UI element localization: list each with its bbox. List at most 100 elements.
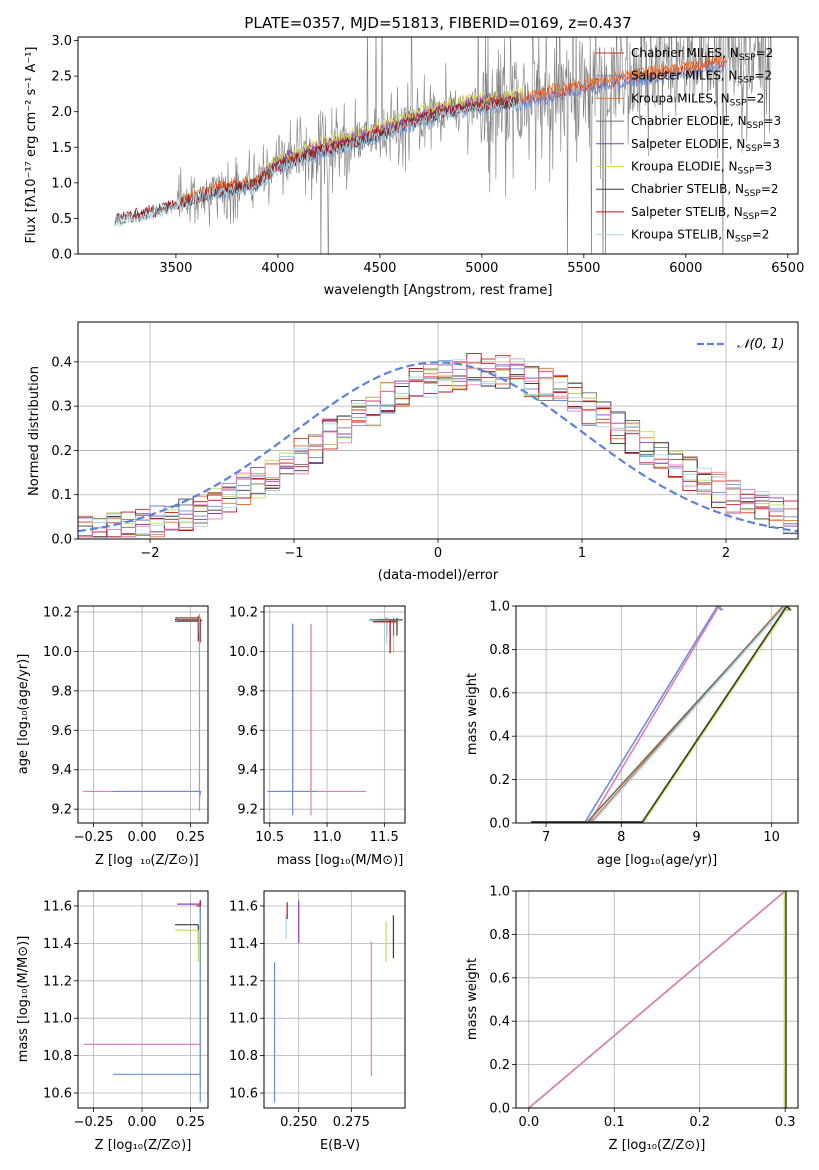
- y-tick-label: 1.5: [51, 141, 72, 156]
- cumulative-line: [531, 606, 788, 823]
- x-tick-label: 5000: [465, 261, 498, 276]
- cumulative-line: [531, 606, 793, 823]
- x-tick-label: −2: [140, 546, 159, 561]
- y-tick-label: 0.0: [51, 248, 72, 263]
- x-tick-label: 0.25: [176, 1115, 205, 1130]
- histogram-step: [78, 360, 798, 538]
- y-axis-label: mass weight: [465, 958, 480, 1040]
- y-tick-label: 11.6: [229, 899, 258, 914]
- y-axis-label: mass weight: [465, 673, 480, 755]
- x-axis-label-tail: ₁₀(Z/Z⊙)]: [140, 853, 199, 868]
- y-tick-label: 9.6: [51, 724, 72, 739]
- y-tick-label: 9.2: [51, 803, 72, 818]
- axes-frame: [77, 605, 209, 824]
- legend-entry: Salpeter MILES, NSSP=2: [631, 69, 772, 86]
- plot-area-age_vs_Z: [78, 606, 208, 823]
- y-tick-label: 1.0: [51, 176, 72, 191]
- x-tick-label: 11.5: [370, 830, 399, 845]
- y-tick-label: 10.8: [43, 1049, 72, 1064]
- x-tick-label: 2: [722, 546, 730, 561]
- legend-value: =2: [747, 91, 765, 105]
- x-tick-label: 0: [434, 546, 442, 561]
- axes-frame: [515, 605, 799, 824]
- x-tick-label: 7: [542, 830, 550, 845]
- legend-value: =3: [763, 114, 781, 128]
- y-tick-label: 10.8: [229, 1049, 258, 1064]
- x-axis-label: Z [log₁₀(Z/Z⊙)]: [95, 1138, 192, 1153]
- cumulative-line: [528, 891, 786, 1108]
- legend-subscript: SSP: [743, 212, 760, 222]
- y-axis-label: Normed distribution: [27, 366, 42, 496]
- legend-subscript: SSP: [744, 189, 761, 199]
- y-tick-label: 9.6: [237, 724, 258, 739]
- legend-subscript: SSP: [738, 167, 755, 177]
- x-axis-label: Z [log₁₀(Z/Z⊙)]: [609, 1138, 706, 1153]
- x-tick-label: 6500: [771, 261, 804, 276]
- legend-subscript: SSP: [739, 53, 756, 63]
- y-tick-label: 0.2: [489, 1058, 510, 1073]
- panel-residuals: −2 −1 0 1 2 0.0 0.1 0.2 0.3 0.4 𝒩(0, 1) (data-model…: [27, 321, 799, 583]
- y-tick-label: 0.8: [489, 643, 510, 658]
- plot-area-spectrum: [114, 37, 772, 254]
- y-tick-label: 0.0: [489, 1102, 510, 1117]
- x-tick-label: 5500: [567, 261, 600, 276]
- x-tick-label: 0.250: [280, 1115, 317, 1130]
- x-axis-label: (data-model)/error: [378, 568, 499, 583]
- x-tick-label: 4500: [363, 261, 396, 276]
- y-tick-label: 1.0: [489, 600, 510, 615]
- y-tick-label: 10.2: [229, 605, 258, 620]
- x-axis-label: age [log₁₀(age/yr)]: [597, 853, 718, 868]
- legend-value: =2: [756, 46, 774, 60]
- legend-value: =2: [761, 182, 779, 196]
- axes-frame: [77, 321, 799, 540]
- x-tick-label: 8: [617, 830, 625, 845]
- axes-frame: [77, 890, 209, 1109]
- y-tick-label: 0.2: [51, 444, 72, 459]
- y-tick-label: 11.4: [229, 937, 258, 952]
- y-tick-label: 9.4: [51, 763, 72, 778]
- panel-cumul_age: 7 8 9 10 0.0 0.2 0.4 0.6 0.8 1.0 age [log₁₀(age/yr…: [465, 600, 799, 868]
- y-tick-label: 0.5: [51, 212, 72, 227]
- plot-area-age_vs_mass: [264, 606, 405, 823]
- y-axis-label: age [log₁₀(age/yr)]: [16, 654, 31, 775]
- y-tick-label: 9.8: [237, 684, 258, 699]
- y-tick-label: 0.4: [489, 730, 510, 745]
- y-tick-label: 0.4: [51, 355, 72, 370]
- y-tick-label: 10.6: [229, 1087, 258, 1102]
- x-tick-label: 10: [763, 830, 780, 845]
- legend-value: =3: [762, 137, 780, 151]
- model-line: [114, 95, 519, 224]
- y-axis-label: Flux [fλ10⁻¹⁷ erg cm⁻² s⁻¹ A⁻¹]: [24, 47, 39, 244]
- normal-curve: [78, 361, 798, 533]
- legend-entry: Kroupa ELODIE, NSSP=3: [631, 160, 772, 177]
- x-tick-label: 0.00: [128, 1115, 157, 1130]
- legend-value: =2: [754, 69, 772, 83]
- cumulative-line: [531, 606, 724, 823]
- y-tick-label: 9.4: [237, 763, 258, 778]
- y-tick-label: 3.0: [51, 34, 72, 49]
- model-line: [257, 87, 523, 183]
- plot-area-cumul_Z: [516, 891, 798, 1108]
- panel-mass_vs_ebv: 0.250 0.275 10.6 10.8 11.0 11.2 11.4 11.6 E(B-V): [229, 890, 406, 1153]
- plot-area-mass_vs_Z: [78, 891, 208, 1108]
- panel-spectrum: 3500 4000 4500 5000 5500 6000 6500 0.0 0.5 1.0 1.5…: [24, 34, 804, 298]
- y-tick-label: 11.4: [43, 937, 72, 952]
- x-tick-label: 0.00: [128, 830, 157, 845]
- legend-entry: Chabrier STELIB, NSSP=2: [631, 182, 779, 199]
- panel-age_vs_Z: −0.25 0.00 0.25 9.2 9.4 9.6 9.8 10.0 10.2 Z [log ₁…: [16, 605, 209, 868]
- y-axis-label: mass [log₁₀(M/M⊙)]: [16, 936, 31, 1063]
- x-axis-label: E(B-V): [320, 1138, 360, 1153]
- plots-layer: 3500 4000 4500 5000 5500 6000 6500 0.0 0.5 1.0 1.5…: [16, 34, 804, 1153]
- cumulative-line: [531, 606, 790, 823]
- legend-entry: Chabrier MILES, NSSP=2: [631, 46, 773, 63]
- x-tick-label: 11.0: [313, 830, 342, 845]
- x-tick-label: 1: [578, 546, 586, 561]
- legend-entry: Chabrier ELODIE, NSSP=3: [631, 114, 781, 131]
- plot-area-cumul_age: [516, 606, 798, 823]
- legend-value: =2: [760, 205, 778, 219]
- legend-entry: Salpeter STELIB, NSSP=2: [631, 205, 777, 222]
- y-tick-label: 2.0: [51, 105, 72, 120]
- legend-subscript: SSP: [747, 121, 764, 131]
- y-tick-label: 11.2: [43, 974, 72, 989]
- y-tick-label: 11.6: [43, 899, 72, 914]
